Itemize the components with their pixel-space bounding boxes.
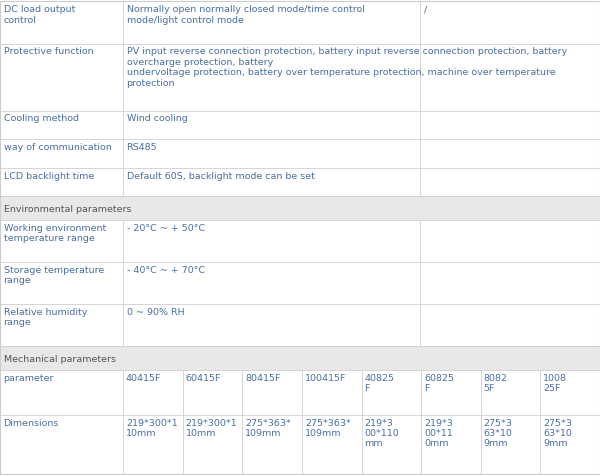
Text: DC load output
control: DC load output control [4, 5, 75, 25]
Text: 219*300*1
10mm: 219*300*1 10mm [185, 417, 237, 437]
Text: Environmental parameters: Environmental parameters [4, 204, 131, 213]
Bar [421, 415, 481, 474]
Text: Storage temperature
range: Storage temperature range [4, 265, 104, 285]
Text: - 40°C ~ + 70°C: - 40°C ~ + 70°C [127, 265, 205, 274]
Bar [123, 262, 420, 305]
Bar [481, 370, 541, 415]
Bar [123, 415, 182, 474]
Text: way of communication: way of communication [4, 143, 112, 152]
Text: 0 ~ 90% RH: 0 ~ 90% RH [127, 307, 184, 317]
Bar [0, 169, 123, 197]
Bar [302, 415, 361, 474]
Bar [302, 370, 361, 415]
Bar [420, 262, 600, 305]
Text: RS485: RS485 [127, 143, 157, 152]
Text: Relative humidity
range: Relative humidity range [4, 307, 87, 327]
Bar [0, 197, 600, 220]
Bar [421, 370, 481, 415]
Bar [0, 140, 123, 169]
Bar [541, 370, 600, 415]
Text: Protective function: Protective function [4, 47, 93, 56]
Bar [420, 140, 600, 169]
Bar [182, 370, 242, 415]
Bar [123, 305, 420, 347]
Bar [123, 140, 420, 169]
Text: Normally open normally closed mode/time control
mode/light control mode: Normally open normally closed mode/time … [127, 5, 364, 25]
Bar [0, 2, 123, 44]
Bar [0, 44, 123, 111]
Text: Wind cooling: Wind cooling [127, 114, 187, 123]
Bar [0, 262, 123, 305]
Text: PV input reverse connection protection, battery input reverse connection protect: PV input reverse connection protection, … [127, 47, 567, 88]
Text: 40825
F: 40825 F [365, 373, 395, 392]
Text: 80415F: 80415F [245, 373, 281, 382]
Text: 275*363*
109mm: 275*363* 109mm [305, 417, 350, 437]
Bar [420, 44, 600, 111]
Bar [242, 415, 302, 474]
Text: 1008
25F: 1008 25F [544, 373, 568, 392]
Bar [0, 220, 123, 262]
Bar [420, 111, 600, 140]
Text: 60415F: 60415F [185, 373, 221, 382]
Bar [420, 169, 600, 197]
Text: 100415F: 100415F [305, 373, 346, 382]
Bar [0, 111, 123, 140]
Text: 275*3
63*10
9mm: 275*3 63*10 9mm [544, 417, 572, 447]
Bar [361, 415, 421, 474]
Bar [123, 111, 420, 140]
Bar [420, 305, 600, 347]
Bar [123, 2, 420, 44]
Text: Dimensions: Dimensions [4, 417, 59, 426]
Bar [182, 415, 242, 474]
Bar [361, 370, 421, 415]
Bar [541, 415, 600, 474]
Bar [420, 2, 600, 44]
Text: 219*300*1
10mm: 219*300*1 10mm [126, 417, 178, 437]
Text: /: / [424, 5, 427, 14]
Bar [123, 169, 420, 197]
Text: Mechanical parameters: Mechanical parameters [4, 354, 116, 363]
Bar [0, 347, 600, 370]
Text: parameter: parameter [4, 373, 54, 382]
Text: 8082
5F: 8082 5F [484, 373, 508, 392]
Text: 60825
F: 60825 F [424, 373, 454, 392]
Bar [420, 220, 600, 262]
Text: 219*3
00*110
mm: 219*3 00*110 mm [365, 417, 399, 447]
Bar [123, 44, 420, 111]
Bar [0, 305, 123, 347]
Text: - 20°C ~ + 50°C: - 20°C ~ + 50°C [127, 223, 205, 232]
Bar [0, 370, 123, 415]
Bar [0, 415, 123, 474]
Text: Working environment
temperature range: Working environment temperature range [4, 223, 106, 243]
Text: 275*3
63*10
9mm: 275*3 63*10 9mm [484, 417, 512, 447]
Text: LCD backlight time: LCD backlight time [4, 171, 94, 180]
Bar [123, 220, 420, 262]
Text: Default 60S, backlight mode can be set: Default 60S, backlight mode can be set [127, 171, 314, 180]
Text: 40415F: 40415F [126, 373, 161, 382]
Text: 275*363*
109mm: 275*363* 109mm [245, 417, 291, 437]
Bar [481, 415, 541, 474]
Bar [123, 370, 182, 415]
Text: Cooling method: Cooling method [4, 114, 79, 123]
Bar [242, 370, 302, 415]
Text: 219*3
00*11
0mm: 219*3 00*11 0mm [424, 417, 453, 447]
